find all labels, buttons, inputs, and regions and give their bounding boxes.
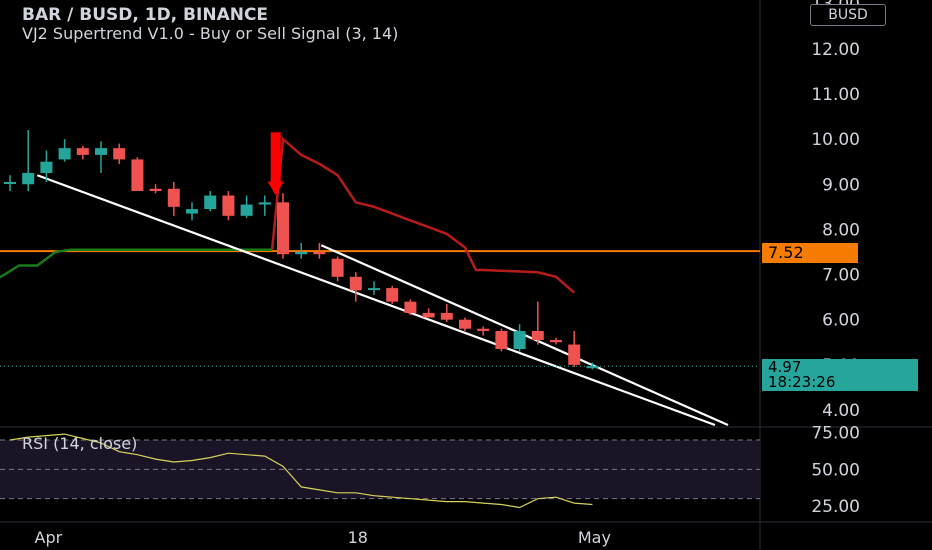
rsi-tick-label: 50.00 [811, 460, 860, 480]
price-tick-label: 11.00 [811, 85, 860, 105]
rsi-tick-label: 25.00 [811, 497, 860, 517]
rsi-legend[interactable]: RSI (14, close) [22, 434, 138, 453]
candle-body [258, 202, 271, 205]
last-price-tag: 4.97 18:23:26 [762, 359, 918, 391]
candle-body [404, 301, 417, 313]
candle-body [295, 251, 308, 255]
horizontal-level-tag: 7.52 [762, 243, 858, 263]
last-price-value: 4.97 [768, 358, 802, 376]
chart-symbol-title: BAR / BUSD, 1D, BINANCE [22, 5, 269, 25]
candle-body [586, 366, 599, 369]
indicator-legend[interactable]: VJ2 Supertrend V1.0 - Buy or Sell Signal… [22, 24, 399, 43]
candle-body [167, 188, 180, 207]
supertrend-support-line [0, 248, 273, 279]
candle-body [40, 161, 53, 173]
candle-body [277, 202, 289, 255]
candle-body [531, 330, 544, 341]
candle-body [386, 288, 399, 302]
candle-body [495, 330, 508, 350]
candle-body [440, 312, 453, 320]
candle-body [131, 159, 144, 192]
price-tick-label: 6.00 [822, 311, 860, 331]
sell-signal-arrow-head [267, 181, 284, 196]
candle-body [313, 251, 326, 255]
price-tick-label: 8.00 [822, 220, 860, 240]
candle-body [4, 181, 16, 184]
candle-body [422, 312, 435, 318]
time-tick-label: May [578, 528, 611, 547]
candle-body [477, 328, 490, 331]
candle-body [459, 319, 471, 329]
price-tick-label: 12.00 [811, 40, 860, 60]
candle-body [95, 148, 107, 155]
supertrend-resistance-line [270, 136, 576, 294]
candle-body [186, 209, 198, 214]
price-tick-label: 7.00 [822, 266, 860, 286]
time-tick-label: Apr [35, 528, 63, 547]
trendline-1 [36, 174, 716, 427]
candle-body [240, 204, 253, 216]
candle-body [368, 288, 380, 291]
price-tick-label: 4.00 [822, 401, 860, 421]
candle-body [331, 258, 344, 277]
candle-body [58, 148, 71, 160]
candle-body [149, 188, 162, 192]
time-tick-label: 18 [348, 528, 368, 547]
candle-body [76, 148, 89, 155]
bar-countdown: 18:23:26 [768, 373, 836, 391]
candle-body [113, 148, 126, 160]
candle-body [204, 195, 217, 210]
candle-body [568, 344, 581, 365]
candle-body [550, 340, 562, 343]
candle-body [222, 195, 235, 216]
candle-body [349, 276, 362, 291]
candle-body [513, 330, 526, 350]
candle-body [22, 172, 35, 185]
price-tick-label: 9.00 [822, 175, 860, 195]
rsi-tick-label: 75.00 [811, 424, 860, 444]
currency-badge[interactable]: BUSD [810, 4, 886, 26]
rsi-line [9, 433, 593, 509]
sell-signal-arrow-shaft [270, 132, 281, 184]
price-tick-label: 10.00 [811, 130, 860, 150]
